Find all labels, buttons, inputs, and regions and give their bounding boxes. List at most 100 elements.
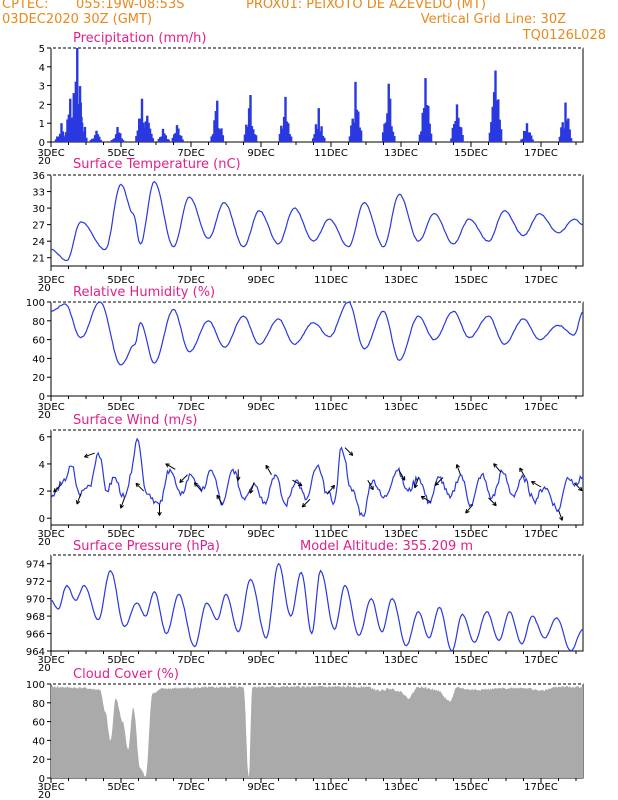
- y-tick-label: 80: [32, 699, 45, 710]
- panel-2: [47, 174, 584, 271]
- header-coords: 055:19W-08:53S: [76, 0, 185, 12]
- precip-bar: [174, 133, 177, 142]
- x-tick-label: 15DEC: [454, 275, 488, 286]
- y-tick-label: 0: [39, 774, 45, 785]
- wind-arrow-head: [493, 463, 498, 468]
- precip-bar: [211, 134, 215, 142]
- x-tick-label: 5DEC: [107, 529, 134, 540]
- wind-arrow-shaft: [265, 465, 272, 476]
- precip-bar: [116, 126, 119, 142]
- precip-bar: [85, 137, 88, 142]
- wind-arrow-shaft: [456, 464, 461, 475]
- precip-bar: [311, 138, 315, 142]
- wind-arrow-head: [235, 476, 241, 481]
- x-tick-label: 17DEC: [524, 655, 558, 666]
- precip-bar: [74, 81, 78, 142]
- series-line: [50, 562, 584, 652]
- precip-bar: [567, 118, 570, 142]
- precip-bar: [161, 128, 165, 142]
- panel-frame: [50, 174, 584, 267]
- wind-arrow-shaft: [519, 467, 526, 478]
- y-tick-label: 5: [39, 44, 45, 55]
- precip-bar: [89, 139, 93, 142]
- x-tick-label: 9DEC: [247, 655, 274, 666]
- precip-bar: [64, 132, 68, 142]
- precip-bar: [164, 135, 167, 142]
- precip-bar: [528, 132, 531, 142]
- y-tick-label: 40: [32, 736, 45, 747]
- precip-bar: [384, 122, 388, 142]
- precip-bar: [527, 132, 530, 142]
- y-tick-label: 964: [26, 647, 45, 658]
- precip-bar: [113, 138, 116, 142]
- precip-bar: [249, 95, 252, 142]
- precip-bar: [314, 124, 318, 142]
- precip-bar: [218, 129, 222, 142]
- precip-bar: [214, 110, 218, 142]
- wind-arrow-head: [492, 501, 497, 507]
- wind-arrow-head: [249, 489, 254, 494]
- precip-bar: [460, 127, 463, 142]
- y-tick-label: 4: [39, 63, 45, 74]
- precip-bar: [562, 128, 566, 142]
- precip-bar: [159, 137, 162, 142]
- header-model-code: TQ0126L028: [522, 28, 606, 43]
- year-label: 20: [38, 283, 51, 294]
- wind-arrow-head: [179, 478, 184, 484]
- wind-arrow-shaft: [84, 452, 95, 458]
- wind-arrow-head: [265, 464, 270, 470]
- precip-bar: [148, 128, 152, 142]
- x-tick-label: 3DEC: [37, 148, 64, 159]
- wind-arrow-head: [401, 476, 406, 481]
- x-tick-label: 5DEC: [107, 782, 134, 793]
- precip-bar: [175, 125, 179, 142]
- precip-bar: [281, 128, 284, 142]
- precip-bar: [80, 122, 84, 142]
- precip-bar: [492, 92, 496, 142]
- x-tick-label: 3DEC: [37, 782, 64, 793]
- precip-bar: [498, 119, 501, 142]
- y-tick-label: 100: [26, 298, 45, 309]
- wind-arrow-head: [420, 495, 426, 501]
- precip-bar: [140, 98, 144, 142]
- x-tick-label: 9DEC: [247, 402, 274, 413]
- precip-bar: [350, 125, 353, 142]
- precip-bar: [213, 120, 216, 142]
- cloud-area: [51, 685, 583, 778]
- x-tick-label: 9DEC: [247, 148, 274, 159]
- precip-bar: [167, 139, 170, 142]
- y-tick-label: 60: [32, 336, 45, 347]
- precip-bar: [144, 121, 148, 142]
- x-tick-label: 17DEC: [524, 148, 558, 159]
- precip-bar: [520, 139, 523, 142]
- precip-bar: [421, 112, 424, 142]
- precip-bar: [83, 126, 87, 142]
- y-tick-label: 20: [32, 373, 45, 384]
- y-tick-label: 974: [26, 560, 45, 571]
- precip-bar: [178, 135, 181, 142]
- precip-bar: [73, 100, 76, 142]
- x-tick-label: 11DEC: [314, 655, 348, 666]
- x-tick-label: 5DEC: [107, 148, 134, 159]
- precip-bar: [499, 129, 503, 142]
- precip-bar: [217, 128, 220, 142]
- y-tick-label: 2: [39, 487, 45, 498]
- x-tick-label: 15DEC: [454, 782, 488, 793]
- precip-bar: [525, 123, 529, 142]
- x-tick-label: 7DEC: [177, 402, 204, 413]
- precip-bar: [216, 100, 219, 142]
- precip-bar: [171, 137, 174, 142]
- wind-arrow-shaft: [344, 447, 354, 456]
- x-tick-label: 9DEC: [247, 782, 274, 793]
- precip-bar: [424, 78, 427, 142]
- wind-arrow-shaft: [434, 477, 444, 486]
- x-tick-label: 15DEC: [454, 148, 488, 159]
- precip-bar: [388, 98, 392, 142]
- y-tick-label: 2: [39, 100, 45, 111]
- precip-bar: [453, 124, 456, 142]
- y-tick-label: 33: [32, 188, 45, 199]
- wind-arrow-shaft: [216, 494, 223, 505]
- precip-bar: [458, 126, 461, 142]
- precip-bar: [564, 102, 567, 142]
- precip-bar: [96, 134, 100, 142]
